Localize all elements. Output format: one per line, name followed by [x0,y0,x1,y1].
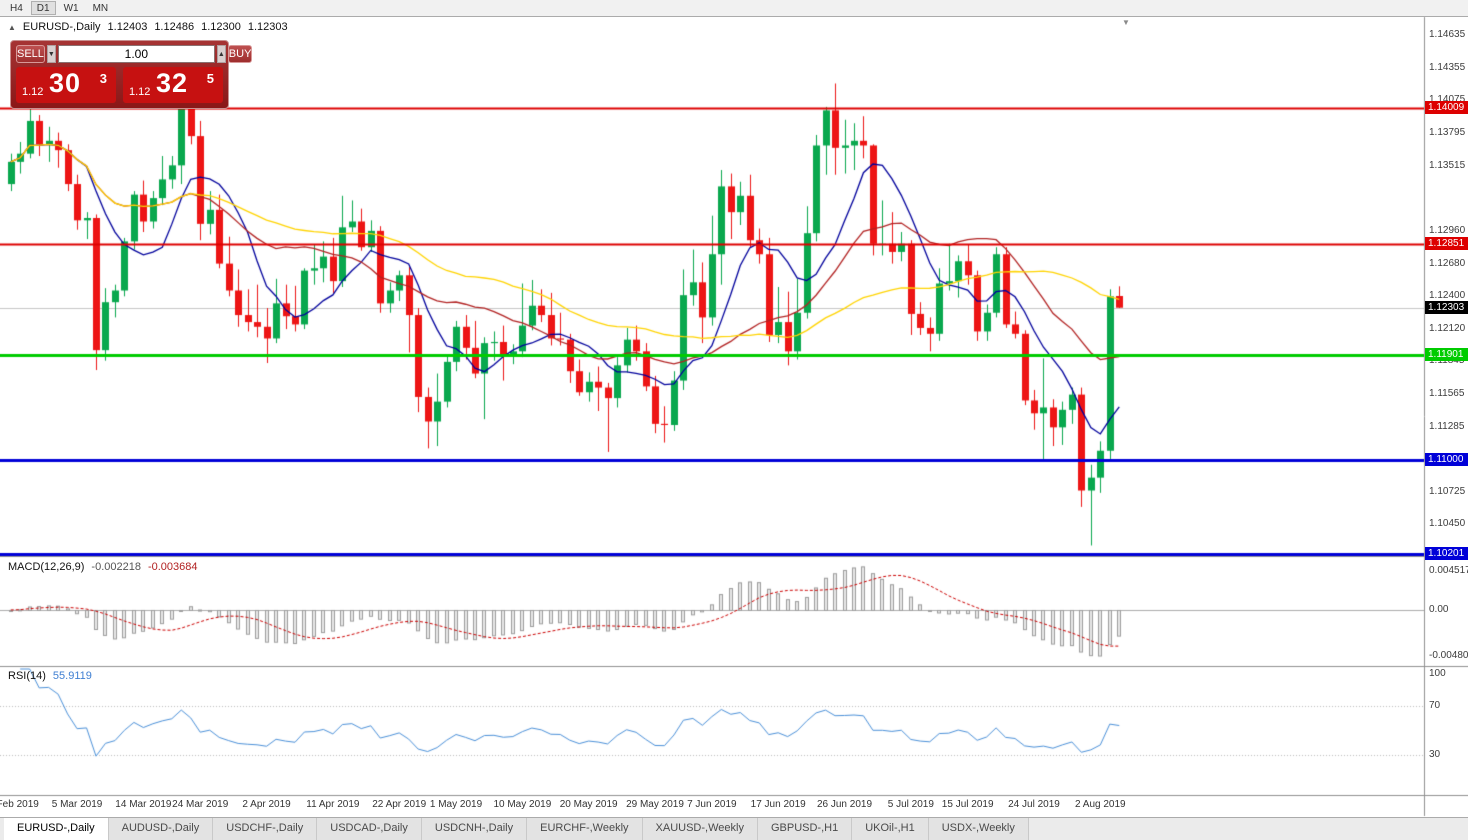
price-tick-label: 1.12680 [1429,257,1466,269]
date-tick-label: 2 Apr 2019 [242,799,291,810]
timeframe-button-w1[interactable]: W1 [58,1,85,15]
chart-tab-ukoil-h1[interactable]: UKOil-,H1 [852,818,929,840]
price-tick-label: 1.14635 [1429,28,1466,40]
sell-price-prefix: 1.12 [22,86,44,98]
level-price-badge: 1.11901 [1425,347,1468,361]
rsi-scale-label: 100 [1429,668,1446,679]
date-tick-label: 22 Apr 2019 [372,799,427,810]
date-tick-label: 26 Jun 2019 [816,799,873,810]
buy-button[interactable]: BUY [227,45,253,63]
price-tick-label: 1.10450 [1429,518,1466,530]
chart-ohlc-header: ▲ EURUSD-,Daily 1.12403 1.12486 1.12300 … [8,21,288,33]
date-tick-label: 24 Feb 2019 [0,799,39,810]
date-tick-label: 15 Jul 2019 [941,799,994,810]
chart-tab-audusd-daily[interactable]: AUDUSD-,Daily [108,818,214,840]
rsi-name: RSI(14) [8,670,46,682]
date-tick-label: 2 Aug 2019 [1075,799,1126,810]
timeframe-button-mn[interactable]: MN [87,1,115,15]
symbol-label: EURUSD-,Daily [22,21,101,33]
date-tick-label: 17 Jun 2019 [750,799,806,810]
sell-price-sup: 3 [99,71,107,86]
date-tick-label: 20 May 2019 [559,799,618,810]
macd-scale-label: 0.004517 [1429,565,1468,576]
sell-price-display[interactable]: 1.12 30 3 [16,67,116,103]
date-tick-label: 7 Jun 2019 [687,799,737,810]
buy-price-display[interactable]: 1.12 32 5 [123,67,223,103]
chart-shift-marker[interactable]: ▼ [1122,18,1130,27]
high-value: 1.12486 [154,21,195,33]
rsi-scale-label: 70 [1429,699,1441,711]
macd-indicator-label: MACD(12,26,9) -0.002218 -0.003684 [8,561,198,573]
close-value: 1.12303 [247,21,288,33]
rsi-indicator-label: RSI(14) 55.9119 [8,670,92,682]
level-price-badge: 1.12851 [1425,236,1468,250]
chart-tab-usdcad-daily[interactable]: USDCAD-,Daily [317,818,422,840]
price-tick-label: 1.10725 [1429,486,1466,498]
date-tick-label: 5 Mar 2019 [51,799,103,810]
price-tick-label: 1.11285 [1429,420,1465,432]
price-tick-label: 1.14355 [1429,61,1466,73]
macd-name: MACD(12,26,9) [8,561,85,573]
date-tick-label: 14 Mar 2019 [115,799,172,810]
rsi-value: 55.9119 [52,670,92,682]
buy-price-big: 32 [156,68,189,98]
volume-decrease-button[interactable]: ▼ [46,45,56,63]
sell-price-big: 30 [49,68,82,98]
chart-tab-usdx-weekly[interactable]: USDX-,Weekly [928,818,1029,840]
volume-increase-button[interactable]: ▲ [216,45,226,63]
date-tick-label: 24 Jul 2019 [1008,799,1060,810]
rsi-scale-label: 30 [1429,749,1441,761]
timeframe-toolbar: H4 D1 W1 MN [0,0,1468,17]
buy-price-sup: 5 [206,71,214,86]
open-value: 1.12403 [107,21,148,33]
timeframe-button-h4[interactable]: H4 [4,1,29,15]
price-tick-label: 1.13795 [1429,127,1466,139]
timeframe-button-d1[interactable]: D1 [30,1,56,15]
price-tick-label: 1.14075 [1429,94,1466,106]
macd-scale-label: 0.00 [1429,603,1449,615]
date-tick-label: 10 May 2019 [493,799,552,810]
date-tick-label: 5 Jul 2019 [887,799,934,810]
price-tick-label: 1.13515 [1429,159,1466,171]
price-tick-label: 1.12120 [1429,323,1466,335]
chart-tab-gbpusd-h1[interactable]: GBPUSD-,H1 [757,818,853,840]
price-tick-label: 1.11565 [1429,388,1465,399]
date-tick-label: 24 Mar 2019 [172,799,229,810]
buy-price-prefix: 1.12 [129,86,151,98]
date-tick-label: 1 May 2019 [429,799,483,810]
chart-tab-usdcnh-daily[interactable]: USDCNH-,Daily [421,818,528,840]
macd-main-value: -0.002218 [91,561,141,573]
price-tick-label: 1.12960 [1429,224,1466,236]
chart-expand-icon[interactable]: ▲ [8,23,16,32]
sell-button[interactable]: SELL [16,45,45,63]
one-click-trading-panel: SELL ▼ ▲ BUY 1.12 30 3 1.12 32 5 [10,40,253,109]
low-value: 1.12300 [201,21,241,33]
chart-tab-eurchf-weekly[interactable]: EURCHF-,Weekly [527,818,643,840]
current-price-badge: 1.12303 [1425,300,1468,314]
level-price-badge: 1.10201 [1425,546,1468,560]
chart-tab-xauusd-weekly[interactable]: XAUUSD-,Weekly [642,818,758,840]
level-price-badge: 1.14009 [1425,101,1468,115]
macd-scale-label: -0.004806 [1429,650,1468,661]
date-tick-label: 11 Apr 2019 [306,799,360,810]
date-tick-label: 29 May 2019 [626,799,684,810]
chart-tab-usdchf-daily[interactable]: USDCHF-,Daily [213,818,318,840]
price-tick-label: 1.12400 [1429,290,1466,302]
level-price-badge: 1.11000 [1425,453,1468,467]
chart-tab-eurusd-daily[interactable]: EURUSD-,Daily [4,818,109,840]
volume-input[interactable] [57,45,215,63]
macd-signal-value: -0.003684 [147,561,198,573]
chart-tabs-bar: EURUSD-,Daily AUDUSD-,Daily USDCHF-,Daily U… [0,817,1468,840]
price-tick-label: 1.11845 [1429,355,1465,367]
